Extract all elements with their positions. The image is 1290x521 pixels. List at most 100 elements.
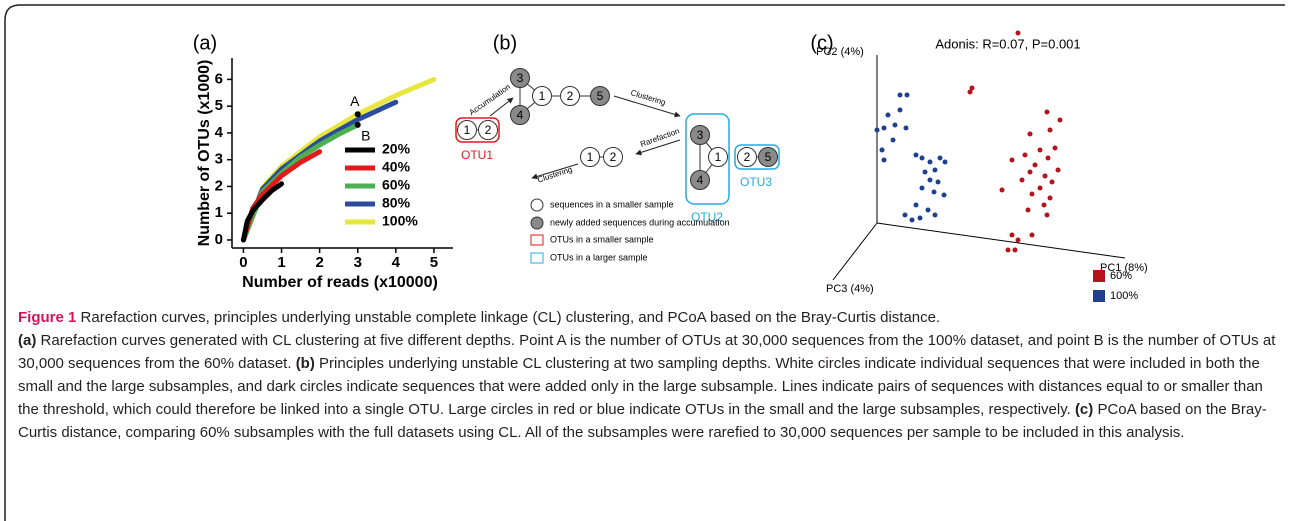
annotation-label: A xyxy=(350,93,360,109)
caption-title-line: Figure 1 Rarefaction curves, principles … xyxy=(18,306,1280,329)
sample-point xyxy=(967,89,973,95)
sample-point xyxy=(919,155,925,161)
y-tick-label: 3 xyxy=(215,151,223,168)
caption-title: Rarefaction curves, principles underlyin… xyxy=(80,309,941,326)
sample-point xyxy=(1047,127,1053,133)
x-tick-label: 4 xyxy=(392,254,401,271)
sample-point xyxy=(1009,157,1015,163)
sample-point xyxy=(1045,155,1051,161)
legend-label: 80% xyxy=(382,195,411,211)
arrow-label: Clustering xyxy=(536,165,573,185)
otu-label: OTU2 xyxy=(691,210,723,224)
x-tick-label: 2 xyxy=(315,254,323,271)
node-label: 2 xyxy=(744,150,751,164)
chart-title: Adonis: R=0.07, P=0.001 xyxy=(935,36,1080,51)
sample-point xyxy=(890,137,896,143)
sample-point xyxy=(1015,30,1021,36)
node-label: 5 xyxy=(597,89,604,103)
sample-point xyxy=(942,159,948,165)
x-tick-label: 0 xyxy=(239,254,247,271)
legend-label: 100% xyxy=(382,213,418,229)
legend-box xyxy=(530,252,544,264)
arrow xyxy=(489,97,514,117)
sequence-node xyxy=(560,86,580,106)
sequence-node xyxy=(603,147,623,167)
annotation-point xyxy=(354,121,361,128)
x-tick-label: 3 xyxy=(354,254,362,271)
sequence-node xyxy=(478,120,498,140)
sample-point xyxy=(902,212,908,218)
legend-box xyxy=(530,234,544,246)
otu-label: OTU3 xyxy=(740,175,772,189)
sample-point xyxy=(922,169,928,175)
sample-point xyxy=(1044,212,1050,218)
arrow xyxy=(613,95,681,118)
rarefaction-curve xyxy=(240,181,285,243)
sample-point xyxy=(935,179,941,185)
sample-point xyxy=(932,212,938,218)
node-label: 1 xyxy=(539,89,546,103)
y-tick-label: 4 xyxy=(215,124,224,141)
sample-point xyxy=(874,127,880,133)
sample-point xyxy=(1029,232,1035,238)
sample-point xyxy=(1027,131,1033,137)
sample-point xyxy=(885,112,891,118)
sample-point xyxy=(941,192,947,198)
otu-box xyxy=(685,113,730,205)
sample-point xyxy=(1047,195,1053,201)
sample-point xyxy=(1037,147,1043,153)
sample-point xyxy=(913,202,919,208)
sequence-node xyxy=(590,86,610,106)
sample-point xyxy=(1022,152,1028,158)
caption: Figure 1 Rarefaction curves, principles … xyxy=(18,306,1280,444)
node-label: 4 xyxy=(697,173,704,187)
part-text: PCoA based on the Bray-Curtis distance, … xyxy=(18,401,1267,441)
arrow-label: Clustering xyxy=(630,88,667,107)
axis-label: PC2 (4%) xyxy=(816,46,864,58)
caption-body: (a) Rarefaction curves generated with CL… xyxy=(18,329,1280,444)
node-label: 1 xyxy=(715,150,722,164)
legend-label: 40% xyxy=(382,159,411,175)
sequence-node xyxy=(532,86,552,106)
sequence-node xyxy=(758,147,778,167)
legend-label: newly added sequences during accumulatio… xyxy=(550,217,730,227)
panel-label: (a) xyxy=(193,32,217,54)
sequence-node xyxy=(708,147,728,167)
y-tick-label: 0 xyxy=(215,231,223,248)
sample-point xyxy=(903,125,909,131)
sample-point xyxy=(897,92,903,98)
sample-point xyxy=(1055,167,1061,173)
sample-point xyxy=(1019,177,1025,183)
sample-point xyxy=(1057,117,1063,123)
pc1-axis xyxy=(876,222,1126,259)
sample-point xyxy=(999,187,1005,193)
sample-point xyxy=(1027,169,1033,175)
legend-label: 60% xyxy=(1110,270,1132,282)
legend-swatch xyxy=(1093,270,1105,282)
sample-point xyxy=(919,185,925,191)
sample-point xyxy=(1032,162,1038,168)
sample-point xyxy=(913,152,919,158)
sample-point xyxy=(1044,109,1050,115)
sample-point xyxy=(892,122,898,128)
legend-node xyxy=(530,198,544,212)
sample-point xyxy=(937,155,943,161)
legend-swatch xyxy=(1093,290,1105,302)
axis-label: PC3 (4%) xyxy=(826,283,874,295)
legend-label: OTUs in a smaller sample xyxy=(550,234,654,244)
sample-point xyxy=(927,159,933,165)
legend-label: OTUs in a larger sample xyxy=(550,252,648,262)
y-tick-label: 1 xyxy=(215,204,223,221)
sample-point xyxy=(1025,207,1031,213)
arrow-label: Accumulation xyxy=(468,82,513,117)
x-axis-label: Number of reads (x10000) xyxy=(242,274,438,291)
part-text: Principles underlying unstable CL cluste… xyxy=(18,355,1263,418)
y-tick-label: 6 xyxy=(215,70,223,87)
sample-point xyxy=(1041,202,1047,208)
otu-label: OTU1 xyxy=(461,148,493,162)
sample-point xyxy=(1009,232,1015,238)
otu-box xyxy=(455,117,500,143)
panel-label: (c) xyxy=(810,32,833,54)
